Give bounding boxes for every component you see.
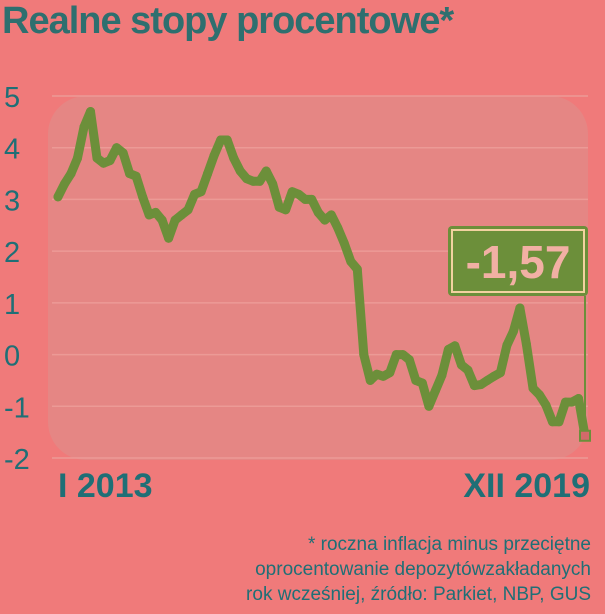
callout-inner-border [451,229,585,293]
series-point [216,135,226,145]
series-point [535,390,544,400]
series-point [561,397,570,407]
series-point [541,400,551,410]
y-tick-label: 1 [4,289,20,321]
series-point [268,179,278,189]
series-point [164,233,174,243]
series-point [398,350,408,360]
series-point [495,368,505,378]
series-point [157,215,167,225]
series-point [138,192,148,202]
series-point [281,205,291,215]
series-point [105,156,115,166]
y-tick-label: -2 [4,444,30,476]
series-point [222,135,232,145]
series-point [339,238,349,248]
series-point [333,223,343,233]
series-point [307,194,317,204]
series-point [391,350,401,360]
footnote-line: rok wcześniej, źródło: Parkiet, NBP, GUS [246,584,591,605]
series-point [404,355,414,365]
series-point [209,151,219,160]
series-point [450,341,460,351]
series-point [574,394,583,403]
series-point [73,153,82,163]
series-point [456,360,466,370]
series-point [476,380,486,390]
series-point [79,122,89,132]
series-point [365,375,375,385]
series-point [118,148,128,158]
series-point [528,383,538,393]
series-point [203,169,213,179]
series-point [424,401,434,411]
callout-label: -1,57 [466,236,571,288]
series-point [463,365,473,375]
series-point [502,340,512,350]
series-point [352,264,362,274]
series-point [521,339,531,349]
series-point [86,107,95,116]
series-point [248,176,258,186]
chart-title: Realne stopy procentowe* [2,0,454,42]
series-point [170,215,180,225]
end-marker [579,429,591,442]
series-point [326,210,336,220]
series-point [548,417,557,427]
y-tick-label: -1 [4,392,30,424]
x-end-label: XII 2019 [463,467,590,505]
series-point [437,370,447,380]
series-point [261,166,271,176]
series-point [235,166,245,176]
series-point [508,326,518,336]
series-point [151,207,161,217]
y-tick-labels: 5 4 3 2 1 0 -1 -2 [4,82,30,476]
series-point [300,194,310,204]
series-point [255,176,265,186]
y-tick-label: 4 [4,134,20,166]
plot-panel [48,96,588,460]
series-point [359,350,369,360]
y-tick-label: 5 [4,82,20,114]
series-point [131,171,141,181]
series-point [554,417,564,427]
series-point [66,169,76,179]
series-point [385,368,395,378]
series-point [53,192,63,202]
callout-box [448,226,588,296]
series-point [92,153,102,163]
series-point [229,153,239,163]
footnote: * roczna inflacja minus przeciętne oproc… [171,532,591,607]
y-tick-label: 2 [4,237,20,269]
series-points [53,107,590,441]
series-point [196,187,206,197]
series-point [177,210,187,220]
series-point [313,207,323,217]
footnote-line: oprocentowanie depozytówzakładanych [255,559,591,580]
y-tick-label: 0 [4,341,20,373]
series-point [515,303,525,313]
series-point [112,143,122,153]
series-point [320,215,330,225]
series-point [482,375,492,385]
callout: -1,57 [448,226,588,296]
x-start-label: I 2013 [58,467,153,505]
series-point [183,205,193,215]
series-point [417,378,427,388]
series-point [60,179,69,189]
footnote-line: * roczna inflacja minus przeciętne [307,534,591,555]
y-tick-label: 3 [4,185,20,217]
series-point [294,189,304,199]
series-point [430,386,440,396]
series-point [346,257,356,266]
